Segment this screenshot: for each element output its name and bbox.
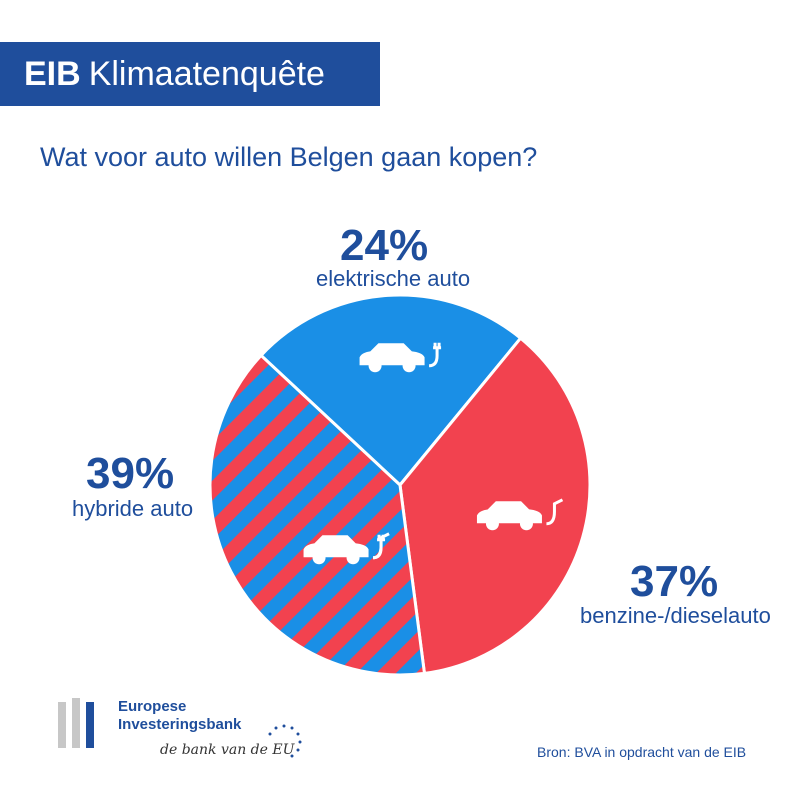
eu-stars-icon	[268, 724, 302, 758]
logo-bar-3	[86, 702, 94, 748]
page-title: Klimaatenquête	[88, 54, 325, 93]
pct-fuel: 37%	[630, 557, 719, 606]
label-fuel: benzine-/dieselauto	[580, 603, 771, 628]
hybrid-car-icon	[303, 532, 390, 565]
tagline: de bank van de EU	[160, 742, 295, 758]
electric-car-icon	[359, 342, 442, 373]
logo-line-1: Europese	[118, 698, 187, 715]
brand-label: EIB	[24, 54, 81, 93]
source-note: Bron: BVA in opdracht van de EIB	[537, 744, 747, 760]
slice-electric	[258, 293, 523, 488]
logo-text: Europese Investeringsbank	[118, 698, 241, 734]
slice-hybrid	[208, 353, 427, 677]
label-hybrid: hybride auto	[72, 496, 194, 521]
chart-question: Wat voor auto willen Belgen gaan kopen?	[40, 142, 538, 172]
pct-electric: 24%	[340, 221, 429, 270]
logo-bar-2	[72, 698, 80, 748]
eib-logo	[58, 698, 302, 758]
fuel-car-icon	[476, 498, 564, 531]
title-banner: EIB Klimaatenquête	[0, 42, 380, 106]
logo-bar-1	[58, 702, 66, 748]
pct-hybrid: 39%	[86, 449, 175, 498]
label-electric: elektrische auto	[316, 266, 471, 291]
logo-line-2: Investeringsbank	[118, 716, 242, 733]
